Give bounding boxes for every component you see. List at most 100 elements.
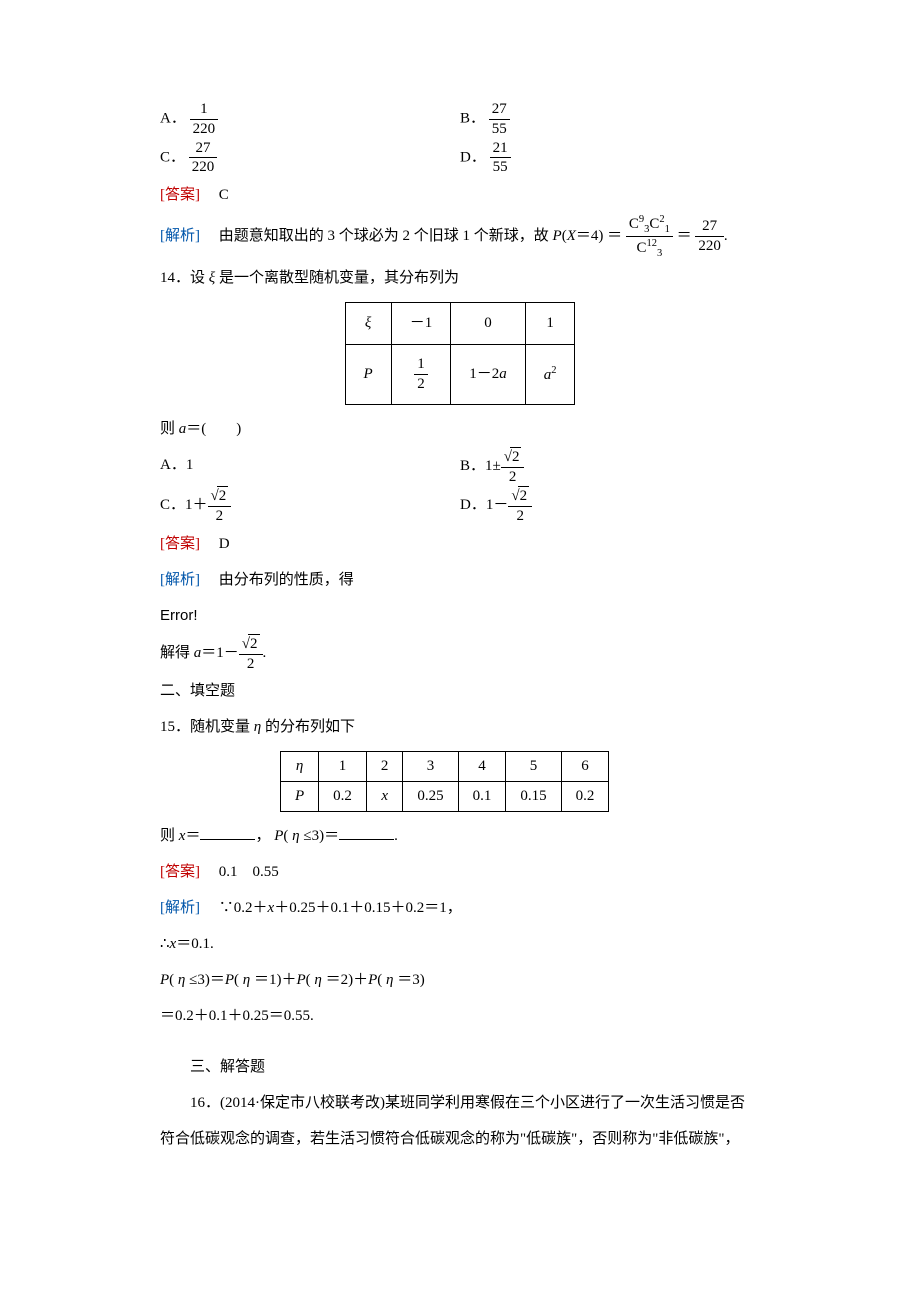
cell: 0.25 bbox=[403, 782, 458, 812]
combinatorial-fraction: C93C21 C123 bbox=[626, 213, 673, 260]
explain-text: 由题意知取出的 3 个球必为 2 个旧球 1 个新球，故 bbox=[204, 228, 553, 244]
explain-text: 由分布列的性质，得 bbox=[204, 572, 354, 588]
option-d-label: D． bbox=[460, 497, 486, 513]
explain-label: [解析] bbox=[160, 228, 200, 244]
cell: 1 2 bbox=[391, 345, 451, 405]
cell: 1 bbox=[525, 303, 575, 345]
xi-cell: ξ bbox=[345, 303, 391, 345]
table-row: P 0.2 x 0.25 0.1 0.15 0.2 bbox=[281, 782, 609, 812]
option-d-label: D． bbox=[460, 149, 486, 165]
probability-symbol: P bbox=[553, 228, 562, 244]
option-c: C．1＋22 bbox=[160, 486, 460, 526]
q13-options-row-1: A． 1 220 B． 27 55 bbox=[160, 100, 760, 139]
spacer bbox=[160, 1034, 760, 1049]
q15-answer: [答案] 0.1 0.55 bbox=[160, 854, 760, 890]
q15-table: η 1 2 3 4 5 6 P 0.2 x 0.25 0.1 0.15 0.2 bbox=[280, 751, 609, 812]
q14-solve: 解得 a＝1－22. bbox=[160, 634, 760, 674]
option-b: B． 27 55 bbox=[460, 100, 760, 139]
answer-value: D bbox=[204, 536, 230, 552]
result-fraction: 27 220 bbox=[695, 217, 724, 256]
q16-line-1: 16．(2014·保定市八校联考改)某班同学利用寒假在三个小区进行了一次生活习惯… bbox=[160, 1085, 760, 1121]
q14-table: ξ －1 0 1 P 1 2 1－2a a2 bbox=[345, 302, 576, 405]
option-d-fraction: 21 55 bbox=[490, 139, 511, 178]
cell: 6 bbox=[561, 752, 609, 782]
probability-arg: (X＝4) bbox=[562, 228, 604, 244]
section-3-title: 三、解答题 bbox=[160, 1049, 760, 1085]
cell: 5 bbox=[506, 752, 561, 782]
equals-2: ＝ bbox=[677, 228, 692, 244]
q13-explanation: [解析] 由题意知取出的 3 个球必为 2 个旧球 1 个新球，故 P(X＝4)… bbox=[160, 213, 760, 260]
option-b-pre: 1± bbox=[485, 458, 501, 474]
option-b-fraction: 27 55 bbox=[489, 100, 510, 139]
expl-line-2: ∴x＝0.1. bbox=[160, 926, 760, 962]
cell: 3 bbox=[403, 752, 458, 782]
q14-explanation-1: [解析] 由分布列的性质，得 bbox=[160, 562, 760, 598]
cell: 0 bbox=[451, 303, 526, 345]
cell: 1－2a bbox=[451, 345, 526, 405]
blank-1 bbox=[200, 824, 255, 840]
answer-label: [答案] bbox=[160, 864, 200, 880]
answer-label: [答案] bbox=[160, 536, 200, 552]
option-b-label: B． bbox=[460, 111, 485, 127]
option-c-label: C． bbox=[160, 149, 185, 165]
q16-line-2: 符合低碳观念的调查，若生活习惯符合低碳观念的称为"低碳族"，否则称为"非低碳族"… bbox=[160, 1121, 760, 1157]
page-content: A． 1 220 B． 27 55 C． 27 220 D． 21 bbox=[80, 0, 840, 1217]
cell: 0.2 bbox=[319, 782, 367, 812]
q14-options-row-2: C．1＋22 D．1－22 bbox=[160, 486, 760, 526]
p-cell: P bbox=[281, 782, 319, 812]
option-b-label: B． bbox=[460, 458, 485, 474]
cell: a2 bbox=[525, 345, 575, 405]
section-2-title: 二、填空题 bbox=[160, 673, 760, 709]
q13-answer: [答案] C bbox=[160, 177, 760, 213]
option-c-frac: 22 bbox=[208, 486, 232, 526]
period: . bbox=[724, 228, 728, 244]
option-a-label: A． bbox=[160, 457, 186, 473]
option-d-pre: 1－ bbox=[486, 497, 509, 513]
option-a-value: 1 bbox=[186, 457, 194, 473]
q13-options-row-2: C． 27 220 D． 21 55 bbox=[160, 139, 760, 178]
cell: 2 bbox=[366, 752, 403, 782]
option-c: C． 27 220 bbox=[160, 139, 460, 178]
solve-pre: 解得 a＝1－ bbox=[160, 645, 239, 661]
q14-options-row-1: A．1 B．1±22 bbox=[160, 447, 760, 487]
p-cell: P bbox=[345, 345, 391, 405]
solve-frac: 22 bbox=[239, 634, 263, 674]
option-a: A． 1 220 bbox=[160, 100, 460, 139]
q15-stem: 15．随机变量 η 的分布列如下 bbox=[160, 709, 760, 745]
q14-then: 则 a＝( ) bbox=[160, 411, 760, 447]
option-c-fraction: 27 220 bbox=[189, 139, 218, 178]
option-a: A．1 bbox=[160, 447, 460, 487]
cell: 1 bbox=[319, 752, 367, 782]
option-c-label: C． bbox=[160, 497, 185, 513]
expl-line-4: ＝0.2＋0.1＋0.25＝0.55. bbox=[160, 998, 760, 1034]
cell: 0.15 bbox=[506, 782, 561, 812]
expl-line-1: ∵0.2＋x＋0.25＋0.1＋0.15＋0.2＝1， bbox=[204, 900, 462, 916]
q14-stem: 14．设 ξ 是一个离散型随机变量，其分布列为 bbox=[160, 260, 760, 296]
q15-then: 则 x＝， P( η ≤3)＝. bbox=[160, 818, 760, 854]
cell: 0.1 bbox=[458, 782, 506, 812]
option-d-frac: 22 bbox=[508, 486, 532, 526]
solve-post: . bbox=[263, 645, 267, 661]
q14-answer: [答案] D bbox=[160, 526, 760, 562]
answer-label: [答案] bbox=[160, 187, 200, 203]
explain-label: [解析] bbox=[160, 572, 200, 588]
cell: x bbox=[366, 782, 403, 812]
cell: －1 bbox=[391, 303, 451, 345]
error-text: Error! bbox=[160, 598, 760, 634]
option-c-pre: 1＋ bbox=[185, 497, 208, 513]
option-b-frac: 22 bbox=[501, 447, 525, 487]
cell: 0.2 bbox=[561, 782, 609, 812]
answer-value: 0.1 0.55 bbox=[204, 864, 279, 880]
option-d: D．1－22 bbox=[460, 486, 760, 526]
table-row: P 1 2 1－2a a2 bbox=[345, 345, 575, 405]
cell: 4 bbox=[458, 752, 506, 782]
explain-label: [解析] bbox=[160, 900, 200, 916]
q15-explanation: [解析] ∵0.2＋x＋0.25＋0.1＋0.15＋0.2＝1， bbox=[160, 890, 760, 926]
expl-line-3: P( η ≤3)＝P( η ＝1)＋P( η ＝2)＋P( η ＝3) bbox=[160, 962, 760, 998]
option-d: D． 21 55 bbox=[460, 139, 760, 178]
option-a-label: A． bbox=[160, 111, 186, 127]
answer-value: C bbox=[204, 187, 229, 203]
table-row: η 1 2 3 4 5 6 bbox=[281, 752, 609, 782]
table-row: ξ －1 0 1 bbox=[345, 303, 575, 345]
option-a-fraction: 1 220 bbox=[190, 100, 219, 139]
